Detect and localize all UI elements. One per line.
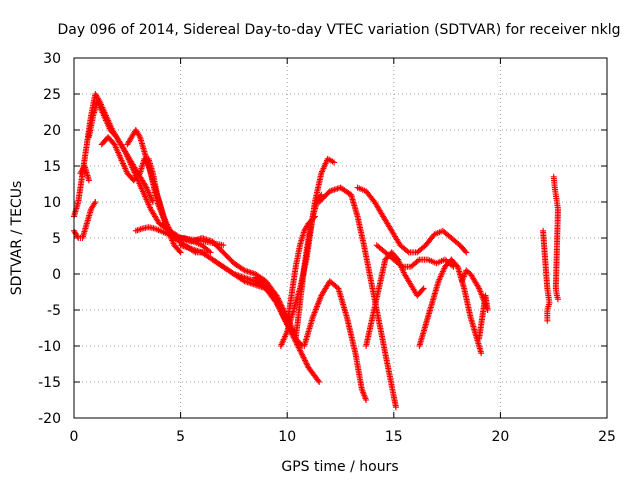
data-point: [392, 404, 399, 411]
tick-labels: 0 5 10 15 20 25 -20 -15 -10 -5 0 5 10 15 20 25 30: [38, 51, 616, 445]
series-track-12: [252, 274, 291, 328]
data-point: [478, 350, 485, 357]
data-point: [311, 213, 318, 220]
y-tick-label: 25: [43, 87, 61, 103]
axis-ticks: [73, 57, 608, 419]
data-point: [298, 350, 305, 357]
data-points: [71, 91, 561, 411]
data-point: [207, 249, 214, 256]
y-tick-label: -5: [47, 303, 61, 319]
data-point: [302, 358, 309, 365]
y-tick-label: 10: [43, 195, 61, 211]
data-point: [92, 199, 99, 205]
data-point: [301, 355, 308, 362]
data-point: [462, 248, 469, 255]
data-point: [121, 147, 128, 154]
x-axis-label: GPS time / hours: [281, 459, 398, 475]
series-track-03: [71, 199, 99, 241]
series-track-24: [540, 227, 553, 324]
y-tick-label: 15: [43, 159, 61, 175]
data-point: [91, 200, 98, 207]
y-tick-label: -20: [38, 411, 61, 427]
data-point: [206, 248, 213, 255]
data-point: [316, 379, 323, 385]
series-track-08: [145, 155, 214, 256]
y-tick-label: 0: [52, 267, 61, 283]
chart-title: Day 096 of 2014, Sidereal Day-to-day VTE…: [58, 22, 621, 38]
x-tick-label: 0: [70, 429, 79, 445]
data-point: [299, 351, 306, 358]
data-point: [172, 233, 179, 240]
series-track-09: [177, 242, 323, 385]
x-tick-label: 15: [385, 429, 403, 445]
y-tick-label: 30: [43, 51, 61, 67]
y-axis-label: SDTVAR / TECUs: [9, 181, 25, 296]
data-point: [297, 348, 304, 355]
series-track-02: [77, 163, 92, 184]
y-tick-label: 5: [52, 231, 61, 247]
series-track-17: [316, 184, 399, 411]
grid-lines: [74, 58, 607, 418]
series-track-14: [292, 191, 325, 342]
data-point: [419, 286, 426, 293]
series-track-21: [416, 256, 485, 357]
series-track-15: [284, 213, 318, 328]
data-point: [240, 266, 247, 273]
series-track-19: [354, 184, 470, 256]
data-point: [177, 249, 184, 256]
data-point: [404, 248, 411, 255]
data-point: [296, 345, 303, 352]
data-point: [299, 353, 306, 360]
data-point: [303, 360, 310, 367]
data-point: [301, 357, 308, 364]
series-track-04: [85, 98, 184, 241]
y-tick-label: -10: [38, 339, 61, 355]
data-point: [142, 183, 149, 190]
data-point: [397, 262, 404, 269]
data-point: [315, 377, 322, 384]
data-point: [544, 317, 551, 324]
data-point: [220, 242, 227, 249]
data-point: [136, 132, 143, 139]
data-point: [176, 248, 183, 255]
x-tick-label: 5: [176, 429, 185, 445]
x-tick-label: 10: [278, 429, 296, 445]
data-point: [363, 397, 370, 403]
data-point: [310, 214, 317, 221]
series-track-22: [459, 267, 491, 313]
data-point: [484, 307, 491, 313]
data-point: [463, 249, 470, 256]
y-tick-label: -15: [38, 375, 61, 391]
series-track-25: [550, 173, 561, 303]
data-point: [296, 347, 303, 354]
y-tick-label: 20: [43, 123, 61, 139]
data-point: [229, 270, 236, 277]
data-point: [304, 361, 311, 368]
data-point: [554, 296, 561, 303]
x-tick-label: 25: [598, 429, 616, 445]
x-tick-label: 20: [491, 429, 509, 445]
series-track-23: [476, 292, 491, 342]
series-track-16: [301, 278, 370, 403]
data-point: [300, 354, 307, 361]
data-point: [85, 177, 92, 184]
data-point: [74, 233, 81, 240]
plot-frame: [73, 57, 608, 419]
data-point: [420, 285, 427, 292]
data-point: [331, 159, 338, 166]
data-point: [414, 257, 421, 264]
